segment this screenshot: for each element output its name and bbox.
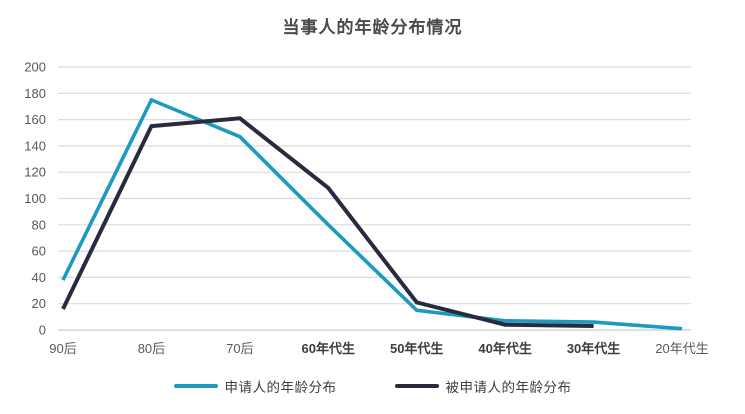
x-category-label: 90后 bbox=[49, 341, 76, 356]
x-category-label: 20年代生 bbox=[655, 341, 708, 356]
series-line-respondent bbox=[61, 116, 594, 329]
legend-item-respondent: 被申请人的年龄分布 bbox=[394, 376, 572, 396]
y-tick-label: 20 bbox=[32, 296, 46, 311]
y-tick-label: 60 bbox=[32, 244, 46, 259]
y-tick-label: 120 bbox=[24, 165, 46, 180]
y-tick-label: 200 bbox=[24, 60, 46, 75]
y-tick-label: 100 bbox=[24, 191, 46, 206]
legend-label-applicant: 申请人的年龄分布 bbox=[224, 380, 337, 395]
x-category-label: 80后 bbox=[138, 341, 165, 356]
y-tick-label: 40 bbox=[32, 270, 46, 285]
y-tick-label: 0 bbox=[39, 323, 46, 338]
y-tick-label: 160 bbox=[24, 112, 46, 127]
y-tick-label: 140 bbox=[24, 138, 46, 153]
legend-label-respondent: 被申请人的年龄分布 bbox=[445, 380, 572, 395]
chart-title: 当事人的年龄分布情况 bbox=[282, 18, 463, 37]
x-category-label: 40年代生 bbox=[478, 341, 531, 356]
legend: 申请人的年龄分布 被申请人的年龄分布 bbox=[0, 376, 745, 396]
x-category-label: 70后 bbox=[226, 341, 253, 356]
x-category-label: 50年代生 bbox=[390, 341, 443, 356]
y-tick-label: 80 bbox=[32, 217, 46, 232]
series-line-applicant bbox=[61, 97, 683, 331]
y-tick-label: 180 bbox=[24, 86, 46, 101]
legend-swatch-applicant-line bbox=[173, 384, 218, 388]
x-category-label: 60年代生 bbox=[302, 341, 355, 356]
legend-swatch-respondent-line bbox=[394, 384, 439, 388]
line-chart-plot-area: 0 20 40 60 80 100 120 140 160 180 200 90后 80后 70后 60年代… bbox=[24, 60, 708, 357]
x-category-label: 30年代生 bbox=[567, 341, 620, 356]
legend-item-applicant: 申请人的年龄分布 bbox=[173, 376, 337, 396]
